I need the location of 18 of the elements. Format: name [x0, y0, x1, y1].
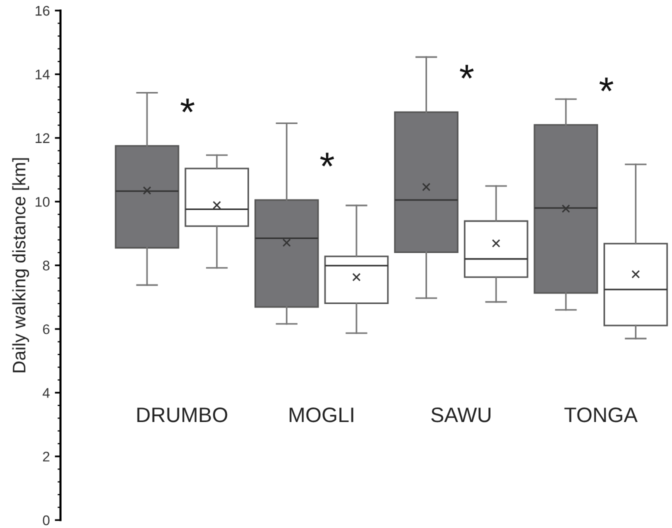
annotation: * — [460, 64, 474, 79]
y-tick-label: 0 — [42, 515, 50, 526]
y-tick-label: 6 — [43, 324, 50, 334]
y-tick-label: 12 — [36, 133, 50, 143]
annotation: * — [320, 152, 334, 166]
x-tick-label: MOGLI — [290, 407, 354, 422]
x-tick-label: DRUMBO — [137, 407, 228, 422]
y-axis-title: Daily walking distance [km] — [12, 158, 30, 372]
x-tick-label: TONGA — [564, 407, 638, 422]
annotation: * — [180, 98, 194, 112]
annotation: * — [599, 78, 614, 92]
x-tick-label: SAWU — [431, 407, 490, 422]
y-tick-label: 8 — [42, 260, 50, 270]
y-tick-label: 2 — [43, 452, 50, 462]
y-tick-label: 14 — [36, 70, 50, 80]
y-tick-label: 10 — [36, 196, 50, 207]
y-tick-label: 4 — [42, 388, 50, 398]
y-tick-label: 16 — [36, 6, 50, 16]
